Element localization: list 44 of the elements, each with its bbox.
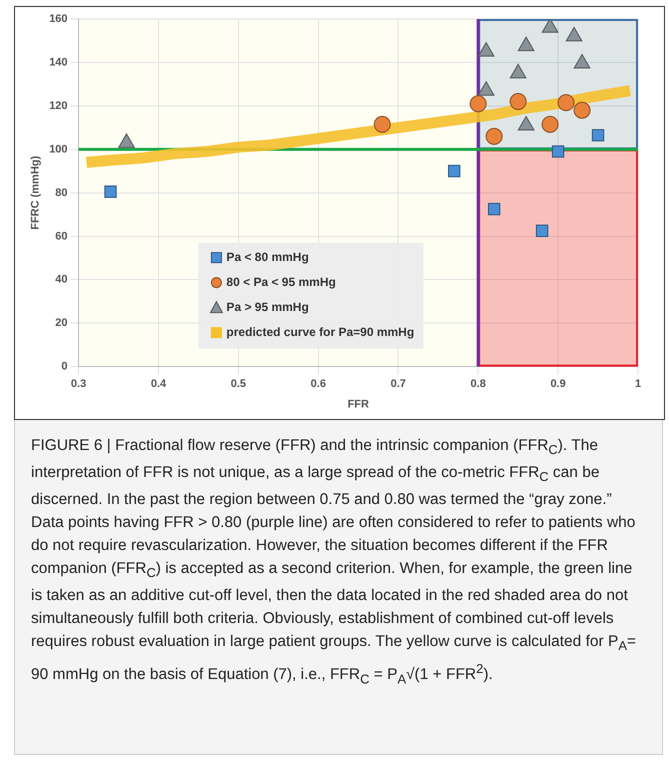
y-tick-label: 40 — [55, 274, 68, 286]
y-tick-label: 80 — [55, 186, 68, 199]
legend-label: Pa > 95 mmHg — [226, 300, 309, 314]
point — [536, 224, 548, 237]
y-tick-label: 100 — [49, 143, 68, 156]
y-tick-label: 120 — [49, 100, 68, 112]
y-tick-label: 60 — [55, 230, 68, 242]
point — [470, 95, 487, 112]
legend-label: predicted curve for Pa=90 mmHg — [226, 324, 414, 339]
x-tick-label: 0.7 — [390, 378, 406, 390]
x-tick-label: 0.5 — [230, 378, 246, 390]
point — [518, 36, 534, 52]
x-tick-label: 0.6 — [310, 378, 326, 390]
text: FIGURE 6 | Fractional flow reserve (FFR) and the intrinsic companion (FFR$_{C}$). The interpretation of FFR is not unique, as a large spread of the co-metric FFR$_{C}$ can be discerned. In the past the region between 0.75 and 0.80 was termed the “gray zone.” Data points having FFR > 0.80 (purple line) are often considered to refer to patients who do not require revascularization. However, the situation becomes different if the FFR companion (FFR$_{C}$) is accepted as a second criterion. When, for example, the green line is taken as an additive cut-off level, then the data located in the red shaded area do not simultaneously fulfill both criteria. Obviously, establishment of combined cut-off levels requires robust evaluation in large patient groups. The yellow curve is calculated for P$_{A}$= 90 mmHg on the basis of Equation (7), i.e., FFR$_{C}$ = P$_{A}$√(1 + FFR$^{2}$). — [31, 437, 636, 687]
point — [558, 94, 575, 112]
y-tick-label: 20 — [55, 317, 68, 330]
point — [510, 64, 526, 78]
y-tick-label: 0 — [61, 360, 68, 373]
point — [542, 19, 558, 33]
y-tick-label: 160 — [49, 13, 68, 26]
point — [510, 93, 527, 110]
x-axis-title: FFR — [348, 398, 370, 410]
point — [566, 26, 582, 42]
y-tick-label: 140 — [49, 56, 68, 68]
point — [552, 145, 564, 158]
x-tick-label: 0.8 — [470, 378, 486, 390]
point — [542, 116, 559, 133]
point — [488, 202, 500, 216]
point — [592, 129, 604, 142]
point — [104, 186, 117, 198]
legend-label: Pa < 80 mmHg — [226, 250, 309, 264]
point — [448, 164, 460, 178]
point — [478, 42, 494, 57]
point — [574, 102, 591, 119]
point — [574, 54, 590, 69]
point — [486, 128, 503, 145]
x-tick-label: 1 — [634, 378, 642, 390]
legend-label: 80 < Pa < 95 mmHg — [226, 274, 336, 289]
x-tick-label: 0.9 — [550, 378, 566, 390]
x-tick-label: 0.3 — [70, 378, 86, 390]
point — [478, 81, 494, 96]
y-axis-title: FFRC (mmHg) — [30, 156, 42, 230]
point — [374, 116, 391, 133]
x-tick-label: 0.4 — [150, 378, 167, 390]
